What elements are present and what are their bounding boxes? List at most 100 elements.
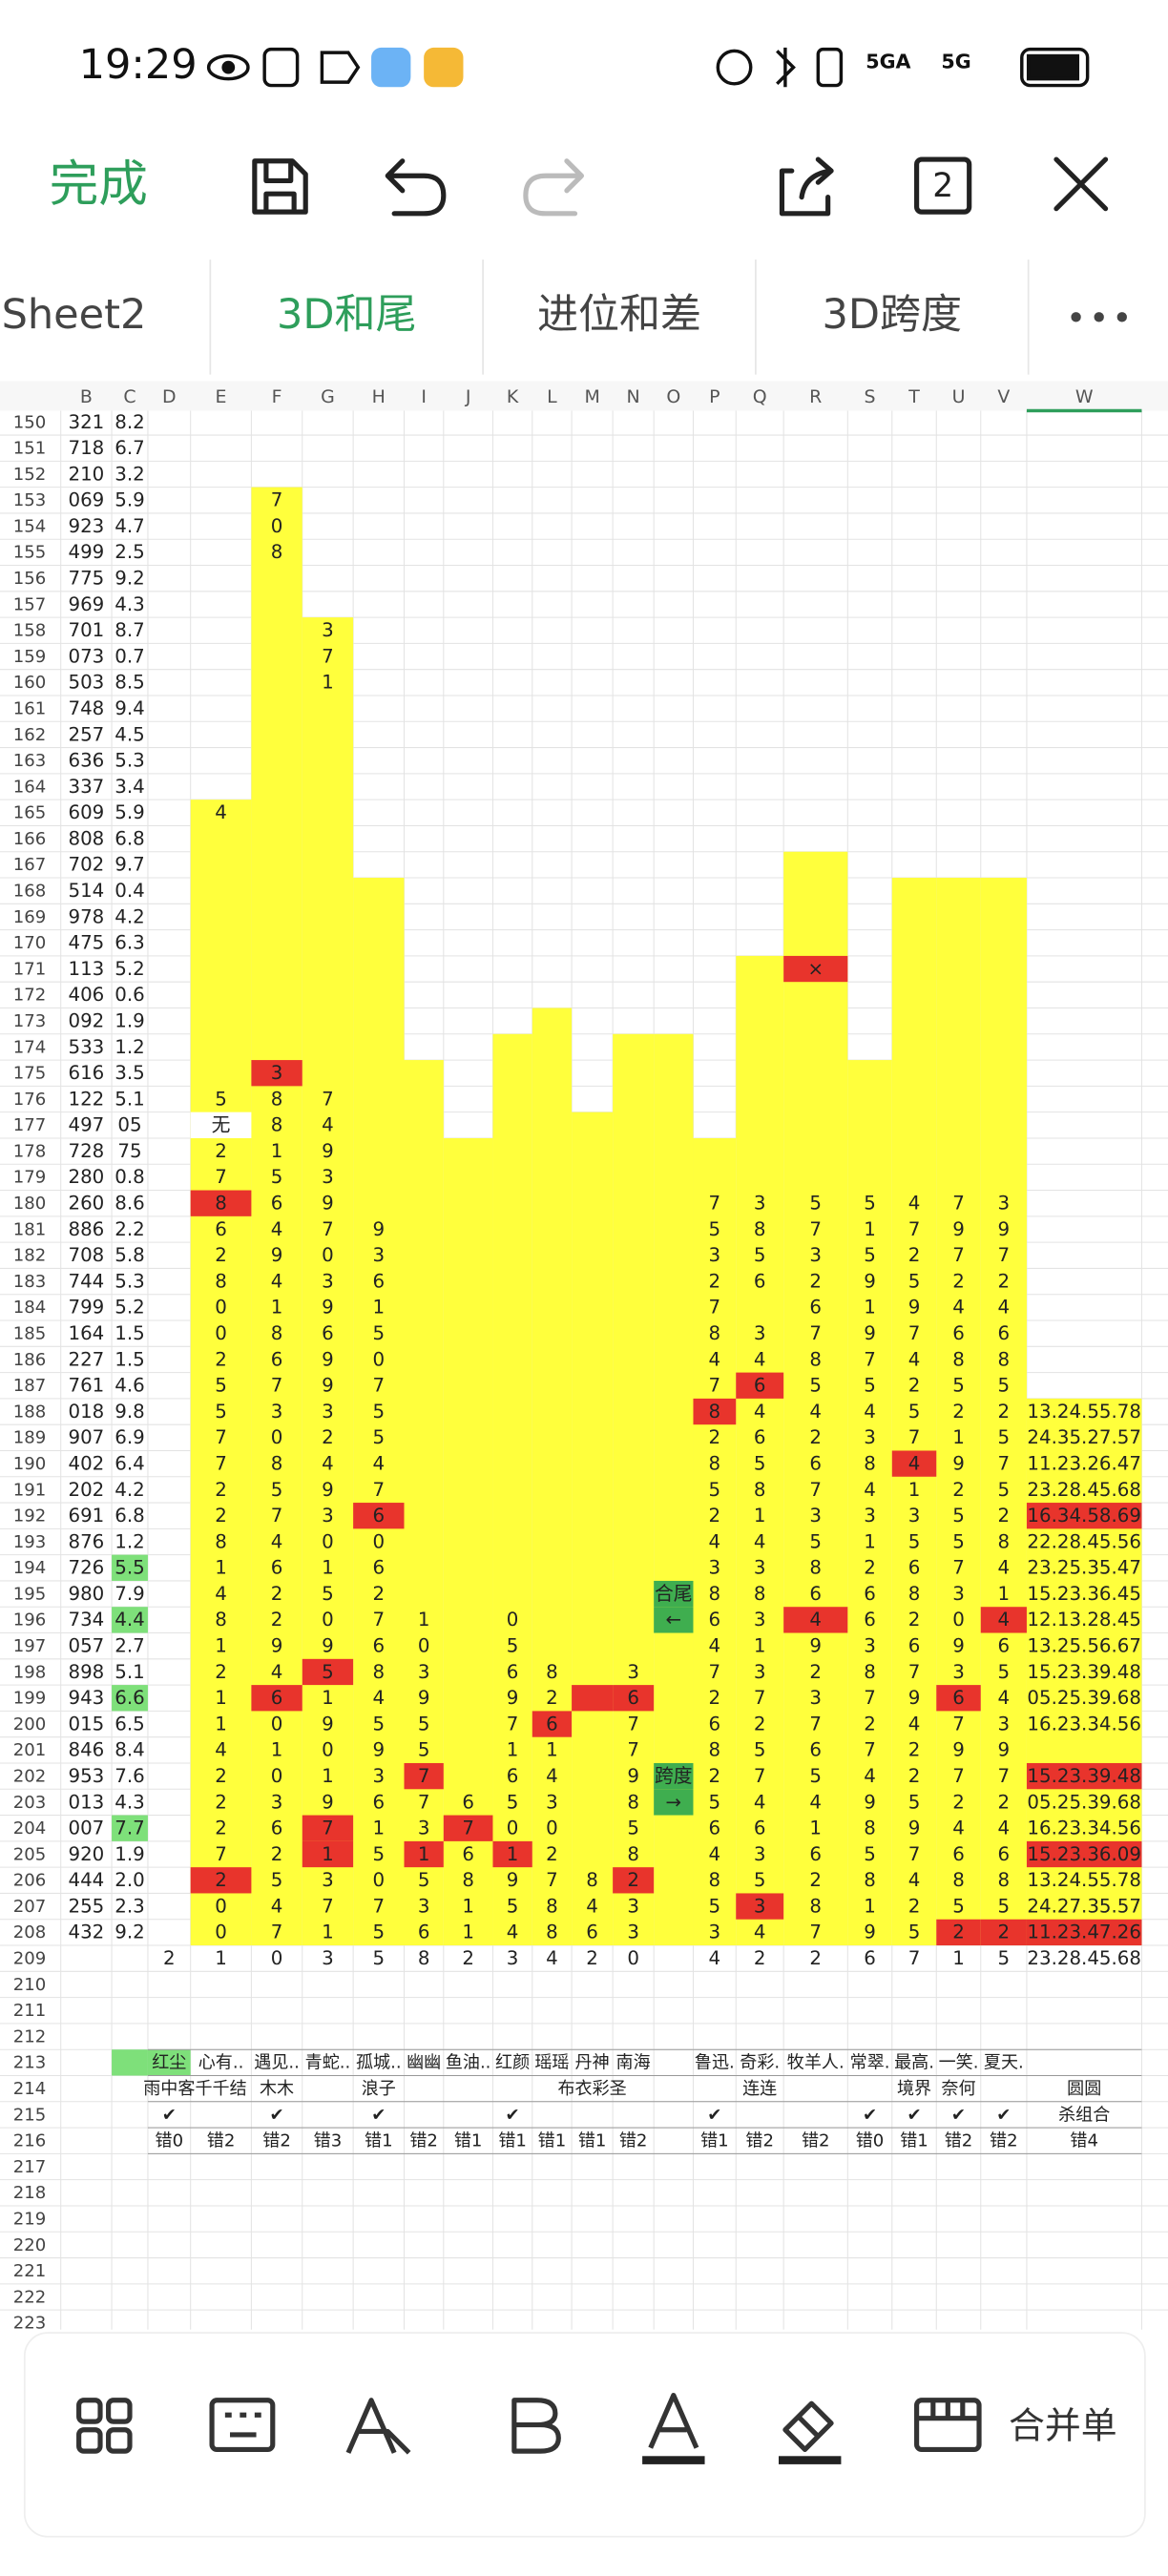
cell-text: 497 bbox=[68, 1114, 104, 1136]
cell-text: 8 bbox=[271, 1452, 283, 1474]
cell-text: 5.5 bbox=[115, 1557, 144, 1579]
cell-text: 2 bbox=[627, 1869, 639, 1891]
cell-fill-red bbox=[980, 1919, 1027, 1946]
undo-button[interactable] bbox=[385, 158, 447, 217]
cell-text: 9 bbox=[627, 1765, 639, 1787]
apps-button[interactable] bbox=[76, 2398, 133, 2454]
cell-text: 4 bbox=[908, 1348, 921, 1370]
cell-text: 3 bbox=[809, 1505, 822, 1527]
cell-text: 8 bbox=[709, 1869, 721, 1891]
share-button[interactable] bbox=[779, 156, 834, 217]
cell-text: 5 bbox=[754, 1452, 766, 1474]
sheet-tab[interactable]: Sheet2 bbox=[2, 291, 147, 339]
cell-text: 8.2 bbox=[115, 411, 144, 433]
row-number: 170 bbox=[13, 933, 46, 953]
sheet-tab[interactable]: 进位和差 bbox=[537, 291, 701, 339]
cell-text: 5 bbox=[998, 1661, 1011, 1683]
row-number: 174 bbox=[13, 1037, 46, 1057]
cell-text: 1 bbox=[322, 1843, 334, 1865]
cell-text: 5 bbox=[809, 1375, 822, 1397]
cell-text: 1 bbox=[271, 1140, 283, 1162]
redo-button[interactable] bbox=[523, 158, 584, 217]
row-number: 166 bbox=[13, 829, 46, 849]
cell-text: 5 bbox=[709, 1218, 721, 1240]
cell-text: 2 bbox=[908, 1895, 921, 1917]
cell-text: 8 bbox=[908, 1583, 921, 1605]
cell-text: 6.4 bbox=[115, 1452, 144, 1474]
cell-text: 7 bbox=[627, 1713, 639, 1735]
save-button[interactable] bbox=[252, 158, 308, 215]
cell-text: 16.34.58.69 bbox=[1027, 1505, 1141, 1527]
cell-text: 3 bbox=[546, 1791, 558, 1813]
cell-text: 8 bbox=[952, 1869, 965, 1891]
cell-text: 5.1 bbox=[115, 1088, 144, 1110]
bold-button[interactable] bbox=[511, 2398, 561, 2454]
cell-text: 2 bbox=[586, 1947, 598, 1969]
cell-text: 7 bbox=[908, 1322, 921, 1344]
cell-text: 5 bbox=[998, 1479, 1011, 1501]
fill-color-button[interactable] bbox=[782, 2400, 834, 2452]
row-number: 182 bbox=[13, 1246, 46, 1266]
cell-text: 牧羊人. bbox=[787, 2053, 845, 2073]
more-tabs-button[interactable] bbox=[1071, 312, 1127, 322]
cell-text: 7 bbox=[373, 1609, 386, 1631]
row-number: 192 bbox=[13, 1506, 46, 1527]
cell-text: 6 bbox=[418, 1922, 430, 1943]
bottom-toolbar bbox=[23, 2332, 1146, 2538]
cell-text: 4.2 bbox=[115, 1479, 144, 1501]
cell-text: 6 bbox=[507, 1661, 519, 1683]
cell-text: 5 bbox=[322, 1583, 334, 1605]
cell-text: ← bbox=[666, 1609, 682, 1631]
cell-text: 9 bbox=[322, 1791, 334, 1813]
cell-text: 616 bbox=[68, 1062, 104, 1084]
cell-text: 1 bbox=[418, 1609, 430, 1631]
cell-text: 1.9 bbox=[115, 1843, 144, 1865]
keyboard-button[interactable] bbox=[209, 2398, 276, 2452]
cell-text: 8 bbox=[627, 1843, 639, 1865]
sheet-tab-active[interactable]: 3D和尾 bbox=[277, 291, 417, 339]
cell-fill-red bbox=[736, 1893, 784, 1920]
cell-text: 6.6 bbox=[115, 1687, 144, 1709]
cell-text: 5 bbox=[271, 1869, 283, 1891]
cell-text: 4.7 bbox=[115, 515, 144, 537]
cell-text: 境界 bbox=[897, 2079, 931, 2099]
cell-text: 2 bbox=[809, 1270, 822, 1292]
style-button[interactable] bbox=[345, 2398, 411, 2455]
cell-text: 9.4 bbox=[115, 697, 144, 719]
font-color-button[interactable] bbox=[648, 2393, 699, 2449]
row-number: 189 bbox=[13, 1428, 46, 1448]
table-button[interactable] bbox=[914, 2398, 982, 2452]
cell-text: 6.5 bbox=[115, 1713, 144, 1735]
merge-button[interactable]: 合并单 bbox=[1009, 2405, 1117, 2447]
cell-text: 3 bbox=[373, 1244, 386, 1266]
cell-text: 错2 bbox=[802, 2131, 830, 2151]
cell-text: 5 bbox=[507, 1895, 519, 1917]
cell-text: 280 bbox=[68, 1166, 104, 1188]
cell-text: 7 bbox=[754, 1687, 766, 1709]
cell-text: 2 bbox=[709, 1505, 721, 1527]
row-number: 181 bbox=[13, 1219, 46, 1239]
cell-text: 1 bbox=[215, 1635, 227, 1657]
cell-text: 9 bbox=[908, 1818, 921, 1839]
row-number: 204 bbox=[13, 1818, 46, 1839]
cell-text: 6 bbox=[809, 1297, 822, 1319]
cell-text: 943 bbox=[68, 1687, 104, 1709]
cell-text: 3.4 bbox=[115, 776, 144, 798]
cell-text: 846 bbox=[68, 1739, 104, 1761]
row-number: 169 bbox=[13, 907, 46, 927]
cell-text: 幽幽 bbox=[407, 2053, 441, 2073]
cell-text: 6 bbox=[709, 1713, 721, 1735]
cell-text: 错2 bbox=[262, 2131, 291, 2151]
done-button[interactable]: 完成 bbox=[50, 156, 148, 213]
sheet-tab[interactable]: 3D跨度 bbox=[823, 291, 963, 339]
highlight-block bbox=[353, 878, 405, 1946]
cell-text: 7 bbox=[322, 1895, 334, 1917]
cell-text: 6 bbox=[908, 1557, 921, 1579]
cell-text: 406 bbox=[68, 984, 104, 1006]
cell-text: 错4 bbox=[1070, 2131, 1098, 2151]
cell-text: 2 bbox=[952, 1401, 965, 1423]
column-letter: M bbox=[584, 386, 599, 407]
cell-text: 5 bbox=[373, 1922, 386, 1943]
window-count-box[interactable] bbox=[914, 156, 972, 215]
close-button[interactable] bbox=[1053, 156, 1109, 212]
